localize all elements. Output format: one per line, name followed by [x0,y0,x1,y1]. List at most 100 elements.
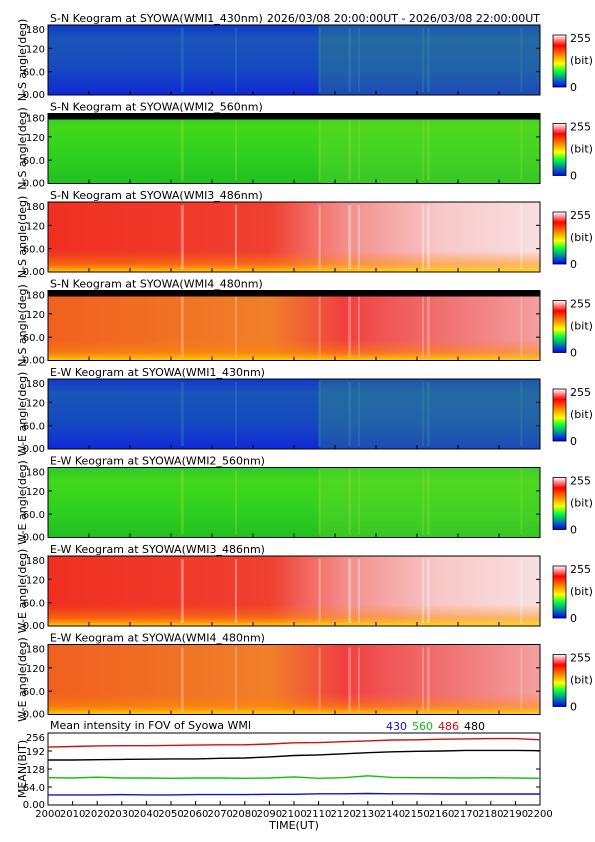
y-tick-label: 180 [26,291,45,302]
y-tick-label: 0.00 [23,179,45,190]
y-axis-label: N-S angle(deg) [16,284,29,367]
keogram-streak [180,116,184,181]
colorbar-min-label: 0 [570,435,577,448]
y-tick-label: 128 [26,765,45,776]
colorbar-max-label: 255 [570,652,591,665]
colorbar-max-label: 255 [570,386,591,399]
x-tick-label: 2170 [453,809,478,820]
y-tick-label: 180 [26,202,45,213]
keogram-top-mask [48,113,540,120]
keogram-streak [426,470,430,535]
keogram-streak [520,470,523,535]
y-tick-label: 60.0 [23,422,45,433]
y-axis-label: N-S angle(deg) [16,107,29,190]
keogram-streak [357,647,360,712]
y-tick-label: 60.0 [23,687,45,698]
x-tick-label: 2040 [134,809,159,820]
keogram-streak [421,559,424,623]
keogram-streak [426,382,430,446]
keogram-streak [426,28,430,92]
y-tick-label: 180 [26,556,45,567]
colorbar-min-label: 0 [570,524,577,537]
keogram-streak [520,647,523,712]
keogram-streak [348,28,352,92]
colorbar-unit-label: (bit) [570,143,593,156]
x-tick-label: 2130 [355,809,380,820]
colorbar-unit-label: (bit) [570,497,593,510]
colorbar-unit-label: (bit) [570,408,593,421]
keogram-streak [357,205,360,269]
keogram-panel-3: S-N Keogram at SYOWA(WMI3_486nm) 180 120 60… [16,189,593,278]
y-axis-label: W-E angle(deg) [16,637,29,722]
colorbar-unit-label: (bit) [570,231,593,244]
keogram-streak [180,205,184,269]
keogram-streak [357,293,360,358]
y-tick-label: 0.00 [23,356,45,367]
legend-430: 430 [386,720,407,733]
colorbar [552,34,567,88]
keogram-streak [520,382,523,446]
keogram-panel-1: S-N Keogram at SYOWA(WMI1_430nm) 2026/03/… [16,12,593,101]
y-tick-label: 192 [26,747,45,758]
lineplot-title: Mean intensity in FOV of Syowa WMI [50,719,251,732]
colorbar-max-label: 255 [570,563,591,576]
keogram-image [48,25,540,95]
y-axis-label: N-S angle(deg) [16,19,29,102]
keogram-streak [234,559,237,623]
colorbar-unit-label: (bit) [570,54,593,67]
keogram-streak [520,559,523,623]
keogram-streak [426,647,430,712]
keogram-image [48,467,540,538]
panel-title: S-N Keogram at SYOWA(WMI4_480nm) [50,278,263,291]
keogram-streak [421,293,424,358]
keogram-streak [318,205,321,269]
keogram-streak [234,205,237,269]
panel-title: S-N Keogram at SYOWA(WMI3_486nm) [50,189,263,202]
x-tick-label: 2060 [183,809,208,820]
keogram-brightening [318,379,540,449]
colorbar-min-label: 0 [570,170,577,183]
keogram-panel-7: E-W Keogram at SYOWA(WMI3_486nm) 180 120 60… [16,543,593,633]
y-tick-label: 60.0 [23,510,45,521]
keogram-horizon-band [48,202,540,272]
keogram-streak [357,559,360,623]
y-tick-label: 0.00 [23,90,45,101]
keogram-brightening [318,113,540,184]
colorbar-unit-label: (bit) [570,585,593,598]
keogram-streak [426,116,430,181]
x-tick-label: 2010 [60,809,85,820]
keogram-streak [520,205,523,269]
keogram-streak [426,293,430,358]
keogram-streak [234,382,237,446]
y-tick-label: 0.00 [23,710,45,721]
keogram-streak [421,28,424,92]
keogram-streak [348,116,352,181]
y-tick-label: 256 [26,733,45,744]
y-tick-label: 0.00 [23,267,45,278]
y-tick-label: 60.0 [23,68,45,79]
y-axis-label: MEAN(BIT) [16,740,29,798]
x-tick-label: 2020 [84,809,109,820]
y-tick-label: 64.0 [23,783,45,794]
y-tick-label: 180 [26,114,45,125]
y-axis-label: W-E angle(deg) [16,372,29,457]
keogram-streak [234,28,237,92]
keogram-streak [180,28,184,92]
colorbar-unit-label: (bit) [570,320,593,333]
colorbar [552,565,567,619]
x-tick-label: 2140 [380,809,405,820]
keogram-streak [421,470,424,535]
y-tick-label: 120 [26,664,45,675]
panel-title: E-W Keogram at SYOWA(WMI4_480nm) [50,632,265,645]
y-axis-label: W-E angle(deg) [16,460,29,545]
keogram-streak [421,647,424,712]
series-line-430 [48,792,540,796]
x-tick-label: 2000 [35,809,60,820]
y-tick-label: 60.0 [23,156,45,167]
y-tick-label: 180 [26,468,45,479]
keogram-panel-2: S-N Keogram at SYOWA(WMI2_560nm) 180 120 60… [16,101,593,190]
colorbar [552,123,567,176]
keogram-streak [180,470,184,535]
legend-480: 480 [464,720,485,733]
y-tick-label: 0.00 [23,800,45,811]
